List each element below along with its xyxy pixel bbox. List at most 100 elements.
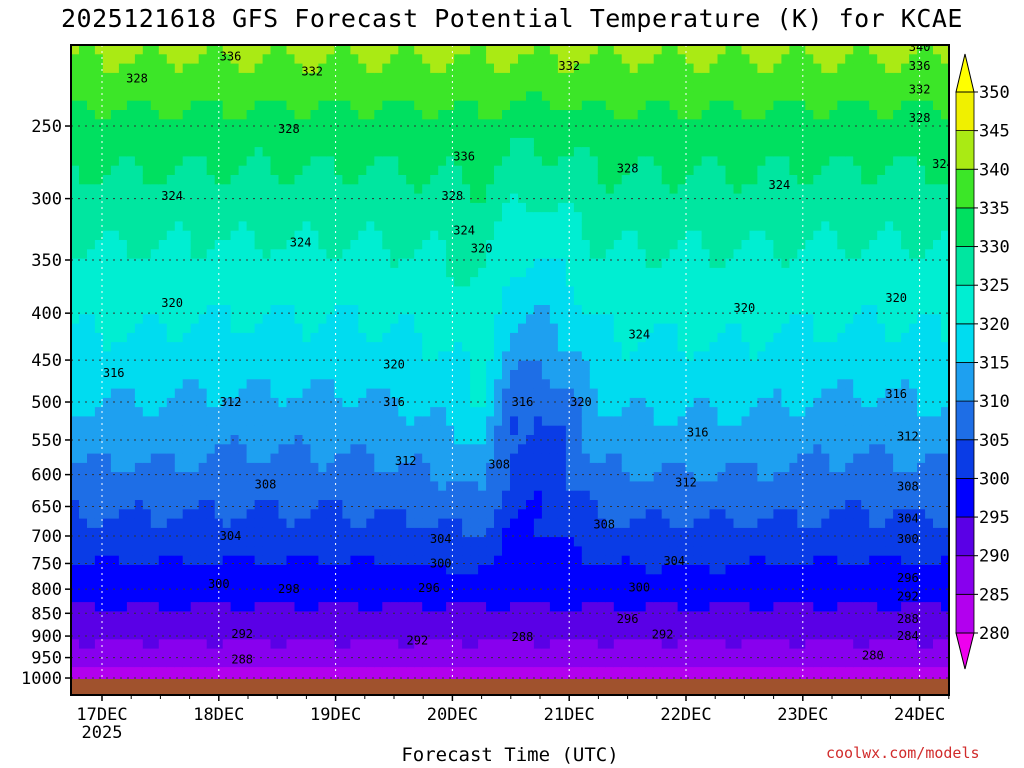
field-cell <box>358 425 367 436</box>
field-cell <box>326 546 335 557</box>
field-cell <box>294 592 304 603</box>
field-cell <box>565 509 575 520</box>
field-cell <box>310 555 320 566</box>
field-cell <box>134 500 144 510</box>
field-cell <box>502 481 511 492</box>
field-cell <box>294 648 304 659</box>
field-cell <box>79 175 88 185</box>
field-cell <box>597 258 607 269</box>
field-cell <box>174 472 184 482</box>
field-cell <box>294 323 304 334</box>
field-cell <box>71 444 80 455</box>
field-cell <box>270 110 280 120</box>
field-cell <box>454 407 463 417</box>
field-cell <box>510 407 519 417</box>
field-cell <box>174 602 184 612</box>
field-cell <box>278 351 288 362</box>
field-cell <box>518 45 527 55</box>
field-cell <box>254 156 264 167</box>
field-cell <box>597 175 607 185</box>
field-cell <box>222 620 232 631</box>
field-cell <box>557 240 567 250</box>
field-cell <box>557 332 567 343</box>
field-cell <box>71 472 80 482</box>
field-cell <box>549 305 559 315</box>
field-cell <box>502 277 511 287</box>
field-cell <box>262 490 272 501</box>
field-cell <box>278 379 288 390</box>
field-cell <box>613 240 623 250</box>
field-cell <box>374 100 383 111</box>
field-cell <box>270 221 280 232</box>
field-cell <box>206 657 216 668</box>
field-cell <box>502 147 511 157</box>
field-cell <box>126 667 136 677</box>
field-cell <box>238 620 248 631</box>
field-cell <box>398 230 407 241</box>
field-cell <box>406 462 415 473</box>
field-cell <box>158 249 168 260</box>
field-cell <box>478 128 487 139</box>
field-cell <box>134 110 144 120</box>
field-cell <box>557 286 567 297</box>
field-cell <box>238 490 248 501</box>
field-cell <box>518 639 527 650</box>
field-cell <box>510 72 519 83</box>
field-cell <box>478 342 487 352</box>
field-cell <box>454 435 463 445</box>
field-cell <box>238 555 248 566</box>
field-cell <box>470 416 479 427</box>
field-cell <box>334 323 343 334</box>
field-cell <box>350 620 359 631</box>
field-cell <box>438 221 447 232</box>
field-cell <box>238 481 248 492</box>
field-cell <box>494 518 503 529</box>
field-cell <box>294 156 304 167</box>
field-cell <box>238 592 248 603</box>
field-cell <box>605 537 615 547</box>
field-cell <box>118 342 128 352</box>
field-cell <box>238 45 248 55</box>
field-cell <box>150 100 160 111</box>
field-cell <box>150 444 160 455</box>
field-cell <box>494 63 503 74</box>
field-cell <box>238 518 248 529</box>
field-cell <box>390 602 399 612</box>
field-cell <box>621 425 631 436</box>
field-cell <box>310 546 320 557</box>
field-cell <box>597 667 607 677</box>
field-cell <box>533 240 543 250</box>
field-cell <box>510 295 519 306</box>
field-cell <box>126 147 136 157</box>
field-cell <box>589 527 599 538</box>
field-cell <box>142 435 152 445</box>
field-cell <box>142 657 152 668</box>
field-cell <box>422 147 431 157</box>
field-cell <box>621 258 631 269</box>
field-cell <box>206 574 216 585</box>
field-cell <box>270 509 280 520</box>
field-cell <box>494 407 503 417</box>
field-cell <box>366 110 375 120</box>
field-cell <box>430 518 439 529</box>
field-cell <box>557 184 567 195</box>
field-cell <box>374 657 383 668</box>
field-cell <box>222 230 232 241</box>
field-cell <box>358 370 367 380</box>
field-cell <box>621 175 631 185</box>
field-cell <box>150 667 160 677</box>
field-cell <box>174 230 184 241</box>
field-cell <box>414 277 423 287</box>
field-cell <box>318 128 327 139</box>
field-cell <box>629 91 639 102</box>
field-cell <box>430 444 439 455</box>
field-cell <box>541 91 551 102</box>
field-cell <box>110 82 120 92</box>
field-cell <box>190 128 200 139</box>
field-cell <box>286 45 296 55</box>
field-cell <box>190 277 200 287</box>
field-cell <box>278 119 288 130</box>
field-cell <box>286 444 296 455</box>
field-cell <box>270 147 280 157</box>
field-cell <box>613 574 623 585</box>
